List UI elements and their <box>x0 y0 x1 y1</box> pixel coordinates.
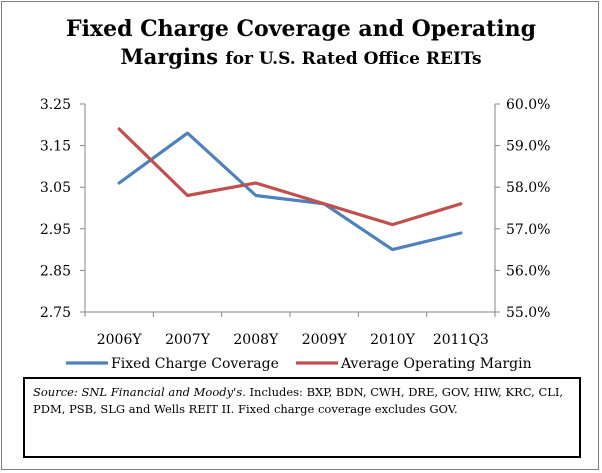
chart-axes <box>84 104 496 313</box>
title-line-2-main: Margins <box>120 43 219 69</box>
chart-title: Fixed Charge Coverage and Operating Marg… <box>0 16 602 70</box>
source-note-text: Includes: BXP, BDN, CWH, DRE, GOV, HIW, … <box>33 385 564 416</box>
legend: Fixed Charge Coverage Average Operating M… <box>66 356 532 372</box>
x-tick-label: 2009Y <box>302 332 348 348</box>
legend-label: Fixed Charge Coverage <box>111 356 279 372</box>
x-tick-label: 2011Q3 <box>433 332 489 348</box>
source-note: Source: SNL Financial and Moody's. Inclu… <box>23 377 581 458</box>
left-tick-label: 2.85 <box>40 263 71 279</box>
x-axis-ticks: 2006Y 2007Y 2008Y 2009Y 2010Y 2011Q3 <box>84 312 496 348</box>
left-axis-ticks: 3.25 3.15 3.05 2.95 2.85 2.75 <box>40 97 85 321</box>
x-tick-label: 2008Y <box>233 332 279 348</box>
title-line-1: Fixed Charge Coverage and Operating <box>66 16 536 42</box>
right-tick-label: 56.0% <box>506 263 550 279</box>
right-tick-label: 55.0% <box>506 305 550 321</box>
left-tick-label: 3.15 <box>40 139 71 155</box>
x-tick-label: 2010Y <box>370 332 416 348</box>
series-line-fixed-charge-coverage <box>117 131 463 252</box>
left-tick-label: 2.95 <box>40 222 71 238</box>
series-lines <box>117 127 463 252</box>
left-tick-label: 3.05 <box>40 180 71 196</box>
right-tick-label: 57.0% <box>506 222 550 238</box>
right-tick-label: 58.0% <box>506 180 550 196</box>
x-tick-label: 2006Y <box>97 332 143 348</box>
title-line-2-small: for U.S. Rated Office REITs <box>225 48 482 69</box>
title-line-2: Margins for U.S. Rated Office REITs <box>0 44 602 70</box>
right-axis-ticks: 60.0% 59.0% 58.0% 57.0% 56.0% 55.0% <box>495 97 550 321</box>
left-tick-label: 2.75 <box>40 305 71 321</box>
x-tick-label: 2007Y <box>165 332 211 348</box>
right-tick-label: 60.0% <box>506 97 550 113</box>
series-line-average-operating-margin <box>117 127 463 227</box>
legend-label: Average Operating Margin <box>340 356 532 372</box>
right-tick-label: 59.0% <box>506 139 550 155</box>
left-tick-label: 3.25 <box>40 97 71 113</box>
source-note-italic: Source: SNL Financial and Moody's. <box>33 385 246 399</box>
